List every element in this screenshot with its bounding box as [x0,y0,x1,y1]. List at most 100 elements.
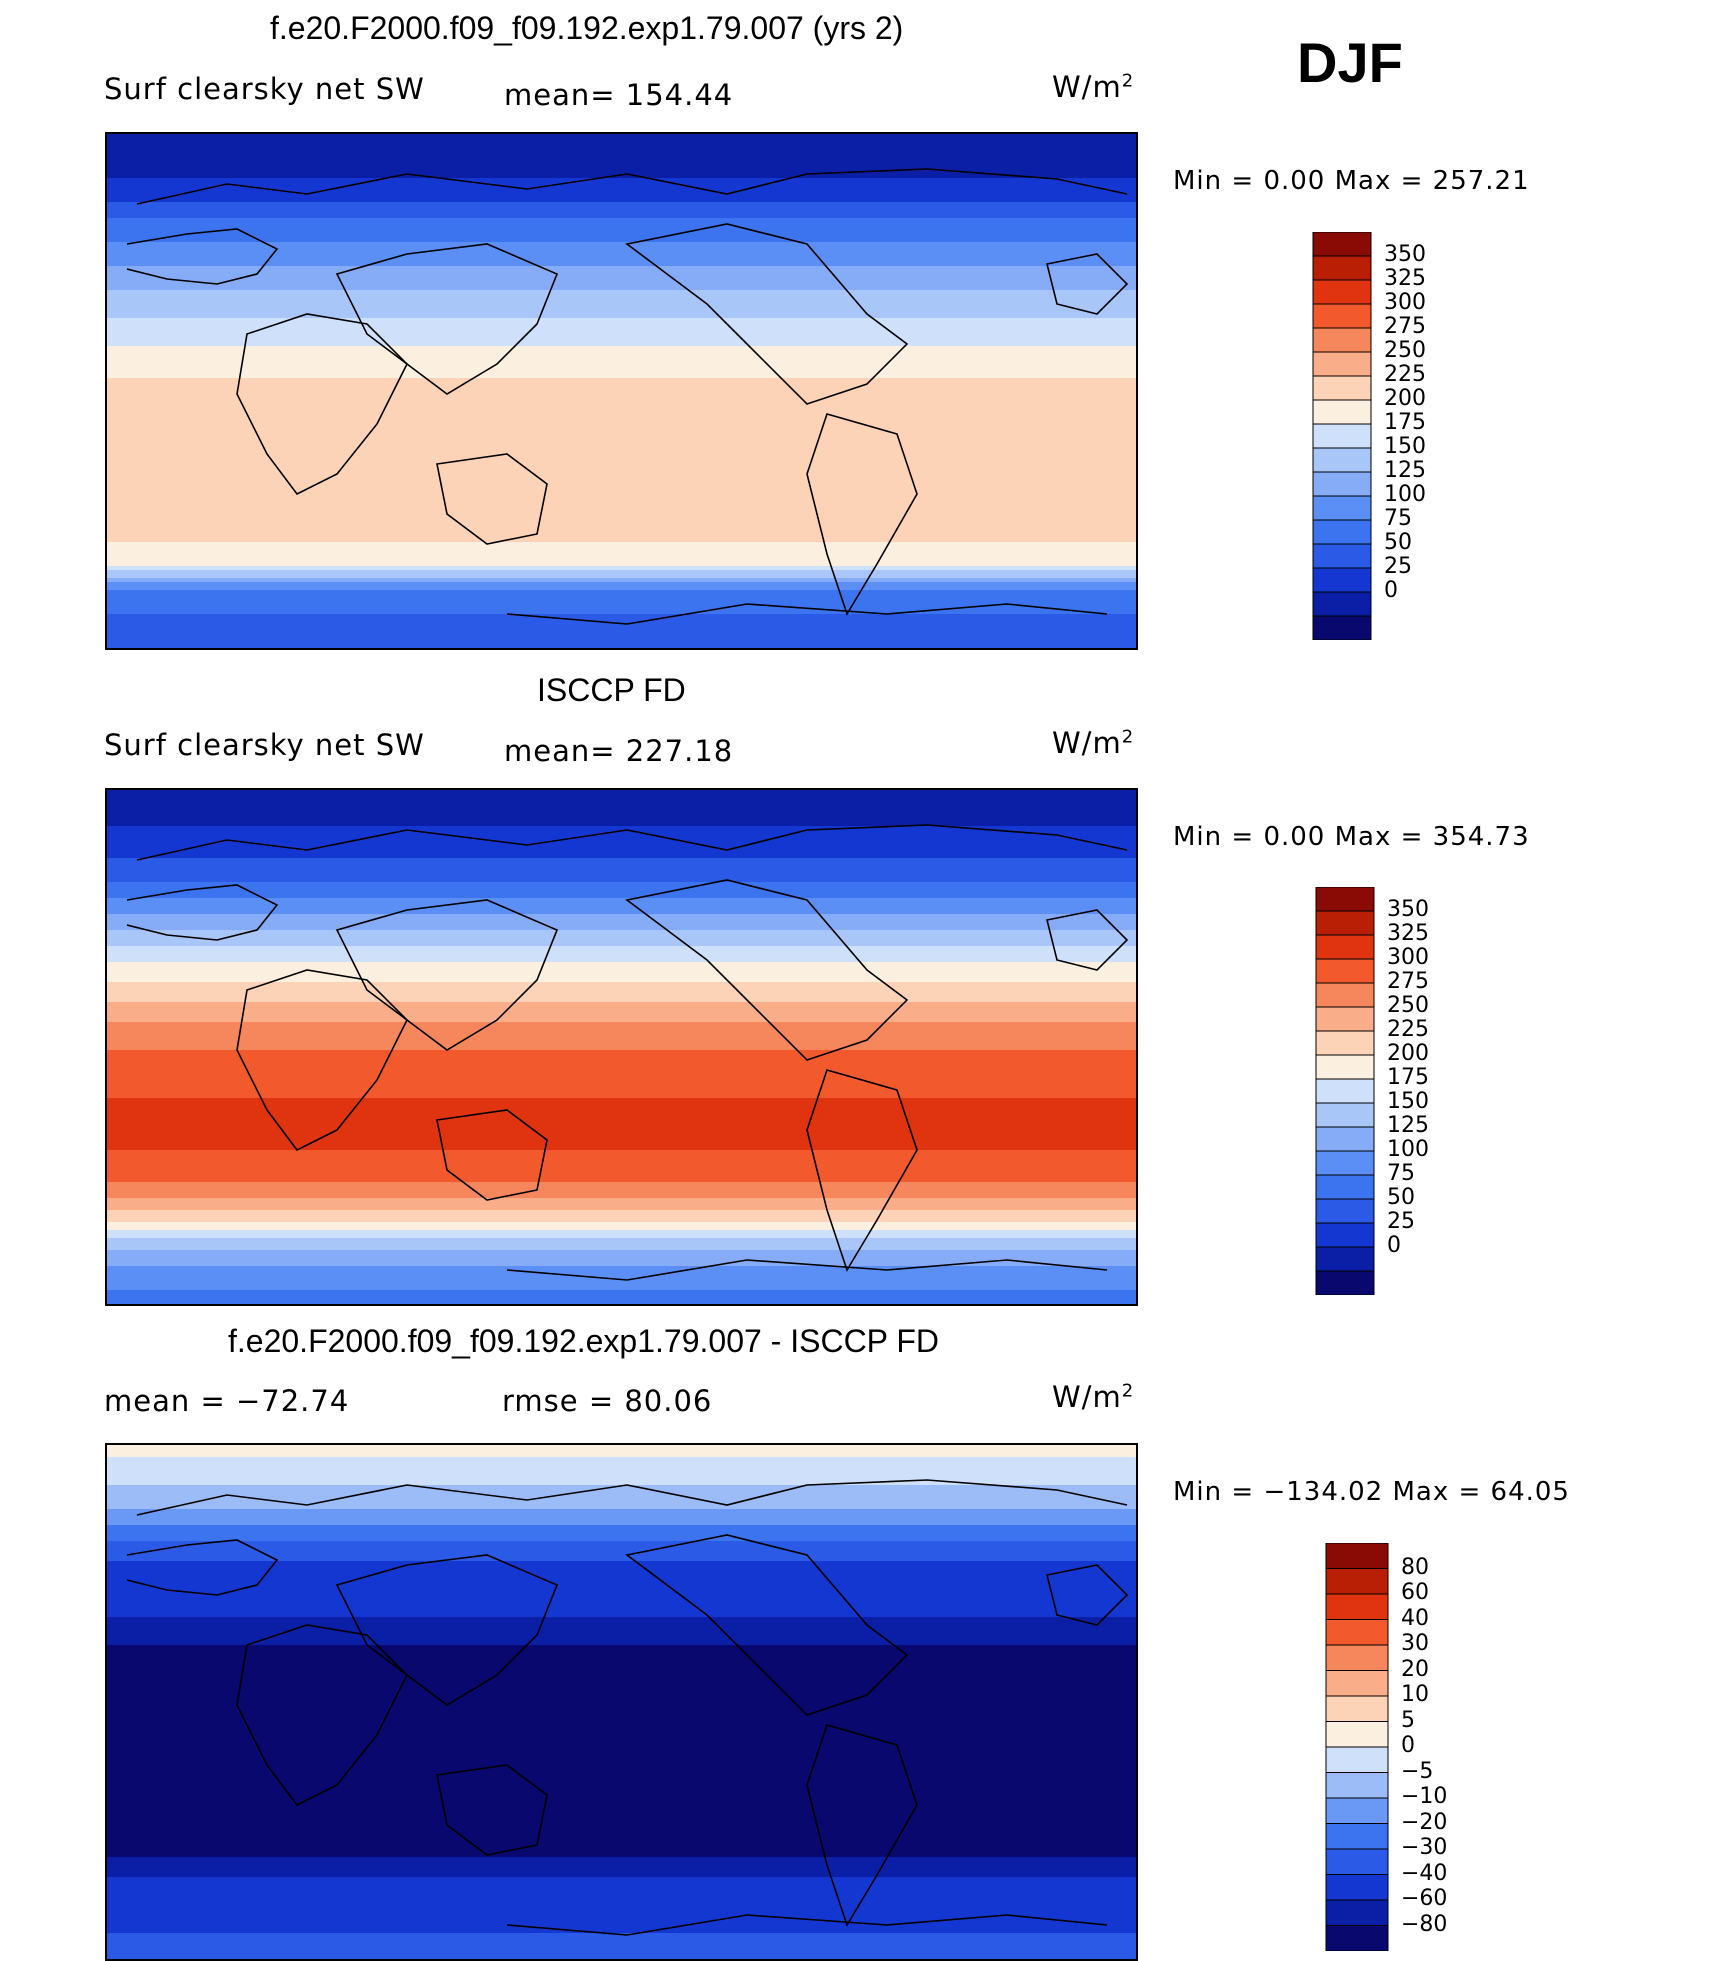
colorbar-level [1315,958,1375,984]
map-band [107,1286,1136,1291]
colorbar-tick-label: 125 [1384,458,1426,483]
map-band [107,1949,1136,1954]
map-band [107,210,1136,215]
map-band [107,1937,1136,1942]
map-band [107,646,1136,648]
colorbar-level [1325,1925,1389,1951]
map-band [107,1813,1136,1818]
map-band [107,1126,1136,1131]
map-band [107,898,1136,903]
map-band [107,1014,1136,1019]
map-band [107,1561,1136,1566]
map-band [107,1913,1136,1918]
map-band [107,1246,1136,1251]
colorbar-tick-label: 50 [1384,530,1412,555]
map-band [107,890,1136,895]
colorbar-tick-label: 325 [1387,921,1429,946]
map-band [107,846,1136,851]
map-band [107,1625,1136,1630]
panel2-units-base: W/m [1052,726,1122,760]
map-band [107,906,1136,911]
map-band [107,974,1136,979]
map-band [107,626,1136,631]
map-band [107,1078,1136,1083]
map-band [107,1601,1136,1606]
map-band [107,1114,1136,1119]
map-band [107,1669,1136,1674]
coastline [136,168,1128,205]
map-band [107,1186,1136,1191]
map-band [107,238,1136,243]
coastline [126,884,279,941]
map-band [107,610,1136,615]
map-band [107,474,1136,479]
map-band [107,1270,1136,1275]
map-band [107,1461,1136,1466]
colorbar-level [1325,1848,1389,1875]
coastline [136,824,1128,861]
map-band [107,510,1136,515]
map-band [107,290,1136,295]
coastline [1046,909,1129,971]
map-band [107,790,1136,795]
map-band [107,858,1136,863]
map-band [107,346,1136,351]
map-band [107,1805,1136,1810]
map-band [107,818,1136,823]
map-band [107,1725,1136,1730]
map-band [107,1573,1136,1578]
map-band [107,1553,1136,1558]
map-band [107,1182,1136,1187]
map-band [107,1849,1136,1854]
map-band [107,938,1136,943]
map-band [107,1629,1136,1634]
map-band [107,498,1136,503]
map-band [107,1509,1136,1514]
map-band [107,882,1136,887]
map-band [107,862,1136,867]
map-band [107,1046,1136,1051]
map-band [107,1681,1136,1686]
map-band [107,914,1136,919]
colorbar-level [1312,327,1372,353]
colorbar-tick-label: 175 [1387,1065,1429,1090]
map-band [107,266,1136,271]
panel1-colorbar-svg [1312,232,1372,640]
map-band [107,1094,1136,1099]
map-band [107,1797,1136,1802]
colorbar-tick-label: 150 [1384,434,1426,459]
map-band [107,1761,1136,1766]
map-band [107,942,1136,947]
map-band [107,398,1136,403]
colorbar-level [1315,1006,1375,1032]
map-band [107,1709,1136,1714]
map-band [107,1162,1136,1167]
coastline [236,969,408,1152]
map-band [107,1789,1136,1794]
panel2-minmax: Min = 0.00 Max = 354.73 [1173,822,1530,852]
map-band [107,274,1136,279]
map-band [107,362,1136,367]
panel2-colorbar-svg [1315,887,1375,1295]
map-band [107,1302,1136,1304]
colorbar-level [1325,1568,1389,1595]
coastline [506,1914,1108,1936]
map-band [107,1749,1136,1754]
panel3-units-sup: 2 [1121,1380,1135,1402]
map-band [107,1881,1136,1886]
map-band [107,578,1136,583]
map-band [107,1030,1136,1035]
colorbar-level [1312,543,1372,569]
map-band [107,418,1136,423]
map-band [107,1865,1136,1870]
map-band [107,354,1136,359]
map-band [107,1929,1136,1934]
map-band [107,986,1136,991]
colorbar-level [1315,1054,1375,1080]
map-band [107,910,1136,915]
map-band [107,1569,1136,1574]
map-band [107,214,1136,219]
map-band [107,618,1136,623]
map-band [107,1493,1136,1498]
colorbar-level [1325,1644,1389,1671]
